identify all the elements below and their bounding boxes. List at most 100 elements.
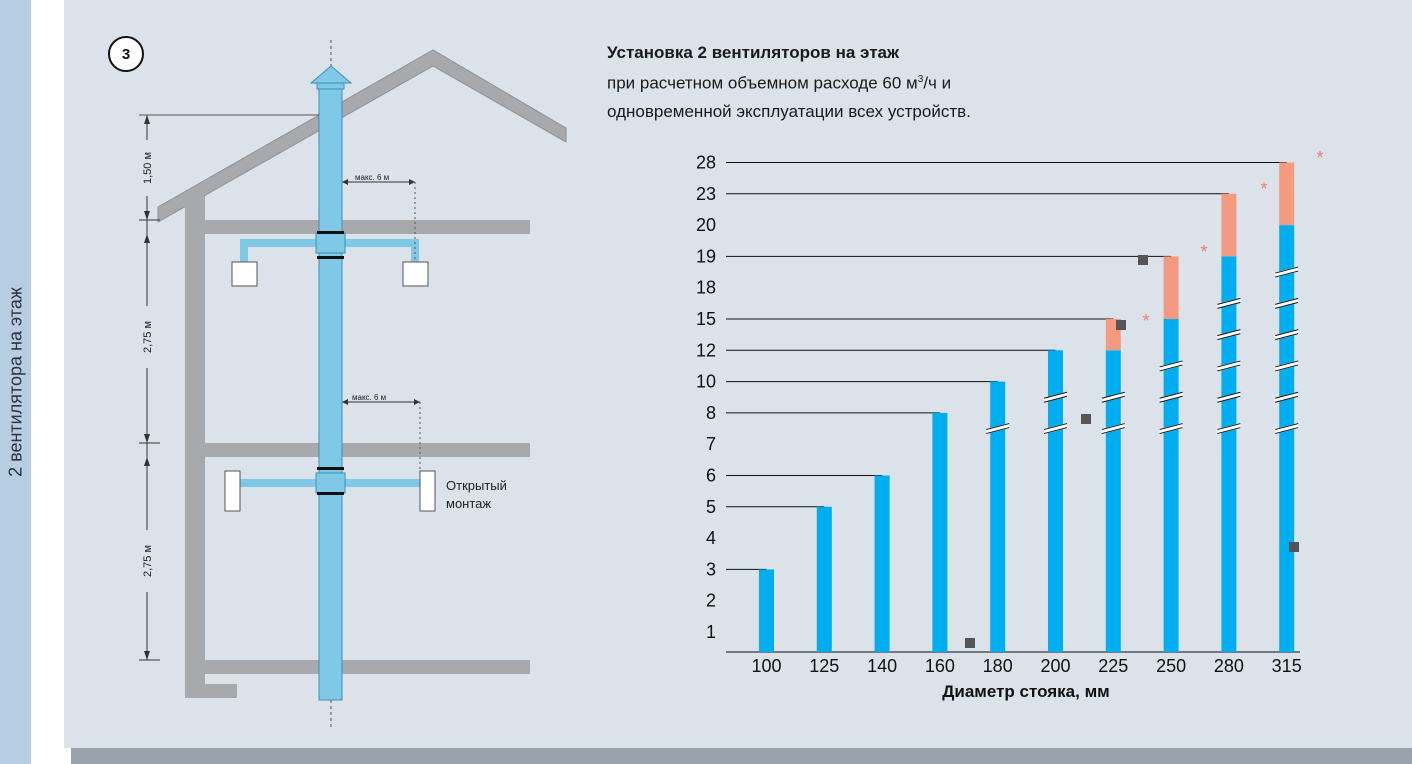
axis-break-mark [1159, 391, 1183, 399]
axis-break-mark [1275, 301, 1299, 309]
star-mark: * [1142, 311, 1149, 331]
fan-unit-lower-right [419, 470, 436, 512]
y-tick-label: 6 [706, 466, 716, 486]
chart-subtitle: при расчетном объемном расходе 60 м3/ч и… [607, 66, 1127, 126]
bar-extension [1279, 162, 1295, 226]
x-tick-label: 140 [867, 656, 897, 676]
marker-square [1138, 255, 1148, 265]
open-mount-label-1: Открытый [446, 478, 507, 493]
axis-break-mark [1159, 364, 1183, 372]
dim-bottom: 2,75 м [142, 545, 154, 577]
axis-break-mark [1159, 427, 1183, 435]
axis-break-mark [1216, 297, 1242, 309]
y-tick-label: 4 [706, 528, 716, 548]
subtitle-superscript: 3 [917, 74, 924, 85]
axis-break-mark [1274, 423, 1299, 434]
open-mount-label-2: монтаж [446, 496, 491, 511]
axis-break-mark [1216, 391, 1242, 403]
y-tick-label: 3 [706, 559, 716, 579]
axis-break-mark [1275, 427, 1299, 435]
star-mark: * [1316, 148, 1323, 168]
bar [1279, 225, 1295, 652]
axis-break-mark [1217, 395, 1241, 403]
y-tick-label: 1 [706, 622, 716, 642]
axis-break-mark [1217, 427, 1241, 435]
y-tick-label: 23 [696, 184, 716, 204]
y-tick-label: 8 [706, 403, 716, 423]
x-tick-label: 280 [1214, 656, 1244, 676]
star-mark: * [1260, 179, 1267, 199]
axis-break-mark [1101, 391, 1125, 399]
axis-break-mark [1274, 266, 1299, 278]
chart-title: Установка 2 вентиляторов на этаж [607, 43, 900, 62]
axis-break-mark [1275, 333, 1299, 341]
bar [990, 381, 1006, 652]
axis-break-mark [1158, 391, 1184, 403]
axis-break-mark [1274, 391, 1299, 403]
axis-break-mark [1159, 360, 1183, 368]
axis-break-mark [1159, 395, 1183, 403]
axis-break-mark [1275, 395, 1299, 403]
bar [874, 475, 890, 652]
axis-break-mark [986, 423, 1010, 431]
x-tick-label: 225 [1098, 656, 1128, 676]
diagram-panel [64, 0, 1412, 748]
fan-unit-upper-left [231, 261, 258, 287]
floor-slab-1 [205, 220, 530, 234]
axis-break-mark [1043, 423, 1068, 431]
y-tick-label: 19 [696, 246, 716, 266]
axis-break-mark [1275, 297, 1299, 305]
axis-break-mark [1159, 423, 1183, 431]
axis-break-mark [1274, 329, 1299, 341]
dim-mid: 2,75 м [142, 321, 154, 353]
y-tick-label: 28 [696, 153, 716, 173]
axis-break-mark [986, 427, 1010, 435]
axis-break-mark [1216, 329, 1242, 341]
bar [759, 569, 774, 652]
y-tick-label: 12 [696, 340, 716, 360]
marker-square [965, 638, 975, 648]
x-tick-label: 160 [925, 656, 955, 676]
axis-break-mark [1275, 360, 1299, 368]
axis-break-mark [1217, 297, 1241, 305]
axis-break-mark [1217, 360, 1241, 368]
x-tick-label: 250 [1156, 656, 1186, 676]
building-wall-left [185, 196, 205, 698]
subtitle-line1-end: /ч и [923, 73, 952, 93]
axis-break-mark [985, 423, 1010, 434]
pipe-cap [309, 65, 353, 84]
bar [1163, 319, 1179, 652]
axis-break-mark [1043, 391, 1068, 403]
y-tick-label: 18 [696, 278, 716, 298]
axis-break-mark [1043, 423, 1068, 434]
x-tick-label: 125 [809, 656, 839, 676]
axis-break-mark [1043, 427, 1068, 435]
axis-break-mark [1043, 391, 1068, 399]
x-tick-label: 180 [983, 656, 1013, 676]
y-tick-label: 10 [696, 372, 716, 392]
axis-break-mark [1217, 364, 1241, 372]
y-tick-label: 2 [706, 591, 716, 611]
side-band [0, 0, 31, 764]
axis-break-mark [1101, 391, 1126, 403]
bar-extension [1221, 193, 1237, 257]
subtitle-line2: одновременной эксплуатации всех устройст… [607, 101, 971, 121]
x-tick-label: 315 [1272, 656, 1302, 676]
axis-break-mark [1275, 364, 1299, 372]
figure-number-badge: 3 [108, 36, 144, 72]
max-length-lower: макс. 6 м [352, 393, 386, 402]
axis-break-mark [1217, 329, 1241, 337]
y-tick-label: 15 [696, 309, 716, 329]
building-base [185, 684, 237, 698]
star-mark: * [1200, 242, 1207, 262]
riser-pipe [318, 87, 343, 701]
axis-break-mark [1274, 360, 1299, 372]
axis-break-mark [1217, 301, 1241, 309]
axis-break-mark [1158, 423, 1184, 434]
bar [1221, 256, 1237, 652]
axis-break-mark [1275, 270, 1299, 278]
axis-break-mark [1275, 423, 1299, 431]
axis-break-mark [1217, 333, 1241, 341]
floor-slab-3 [205, 660, 530, 674]
